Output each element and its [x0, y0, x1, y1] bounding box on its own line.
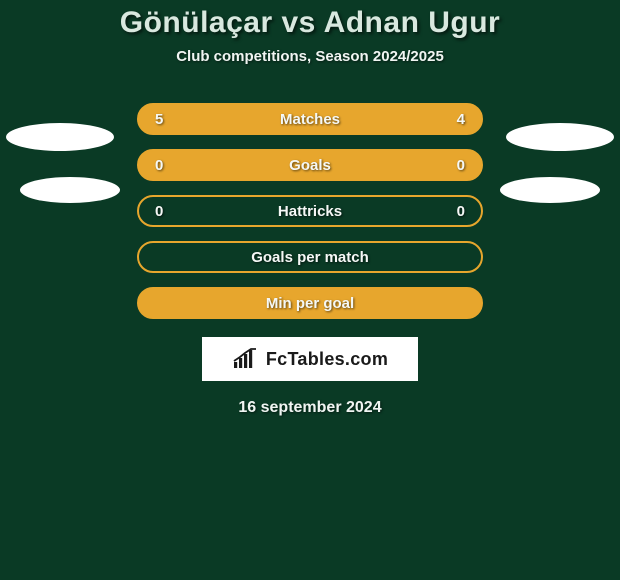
stat-row: 0 Goals 0 [137, 149, 483, 181]
stat-value-left: 0 [139, 157, 163, 174]
stat-value-left: 0 [139, 203, 163, 220]
page-title: Gönülaçar vs Adnan Ugur [120, 6, 500, 40]
stat-value-left: 5 [139, 111, 163, 128]
decoration-ellipse [20, 177, 120, 203]
decoration-ellipse [500, 177, 600, 203]
stat-value-right: 0 [457, 157, 481, 174]
content-wrap: Gönülaçar vs Adnan Ugur Club competition… [0, 0, 620, 417]
logo-box: FcTables.com [202, 337, 418, 381]
stat-label: Hattricks [278, 203, 342, 220]
stat-value-right: 4 [457, 111, 481, 128]
decoration-ellipse [506, 123, 614, 151]
stat-value-right: 0 [457, 203, 481, 220]
stat-label: Goals [289, 157, 331, 174]
stat-label: Goals per match [251, 249, 369, 266]
bar-chart-icon [232, 348, 260, 370]
stat-label: Matches [280, 111, 340, 128]
stat-row: Min per goal [137, 287, 483, 319]
subtitle: Club competitions, Season 2024/2025 [176, 48, 444, 65]
stat-label: Min per goal [266, 295, 354, 312]
stat-row: 5 Matches 4 [137, 103, 483, 135]
stat-row: Goals per match [137, 241, 483, 273]
decoration-ellipse [6, 123, 114, 151]
date-text: 16 september 2024 [238, 399, 381, 417]
stat-row: 0 Hattricks 0 [137, 195, 483, 227]
logo-text: FcTables.com [266, 349, 388, 370]
